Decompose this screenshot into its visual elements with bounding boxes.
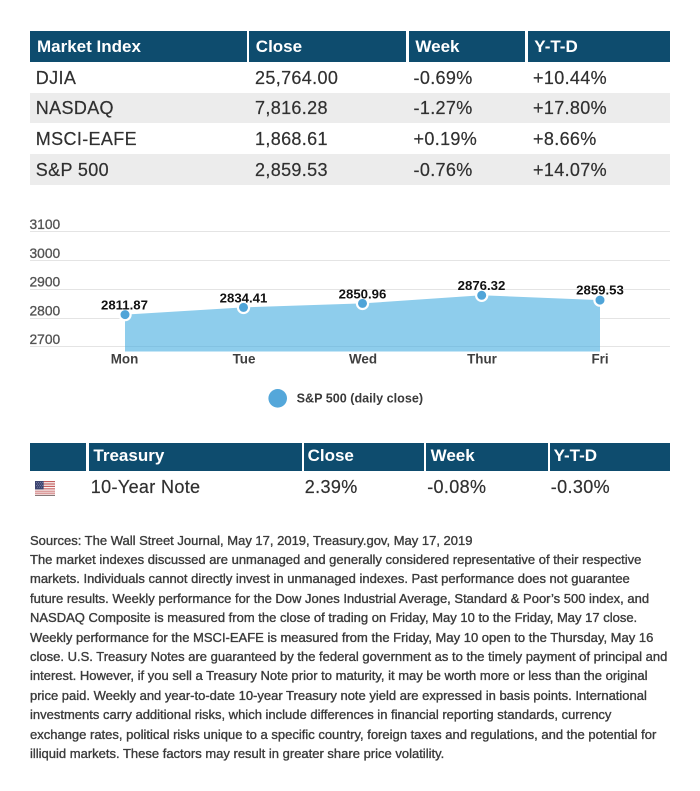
svg-text:Mon: Mon xyxy=(111,352,139,367)
svg-text:3100: 3100 xyxy=(29,217,60,232)
svg-text:Wed: Wed xyxy=(349,352,377,367)
svg-text:2859.53: 2859.53 xyxy=(576,283,624,298)
svg-text:2700: 2700 xyxy=(29,332,60,347)
svg-text:2876.32: 2876.32 xyxy=(458,278,506,293)
svg-text:Fri: Fri xyxy=(591,352,608,367)
svg-text:2800: 2800 xyxy=(29,303,60,318)
svg-text:Tue: Tue xyxy=(233,352,256,367)
svg-text:2850.96: 2850.96 xyxy=(339,287,387,302)
svg-text:2834.41: 2834.41 xyxy=(220,291,268,306)
svg-text:2811.87: 2811.87 xyxy=(101,298,148,313)
svg-text:S&P 500 (daily close): S&P 500 (daily close) xyxy=(297,391,423,405)
svg-text:2900: 2900 xyxy=(29,275,60,290)
svg-text:3000: 3000 xyxy=(29,246,60,261)
svg-text:Thur: Thur xyxy=(467,352,498,367)
